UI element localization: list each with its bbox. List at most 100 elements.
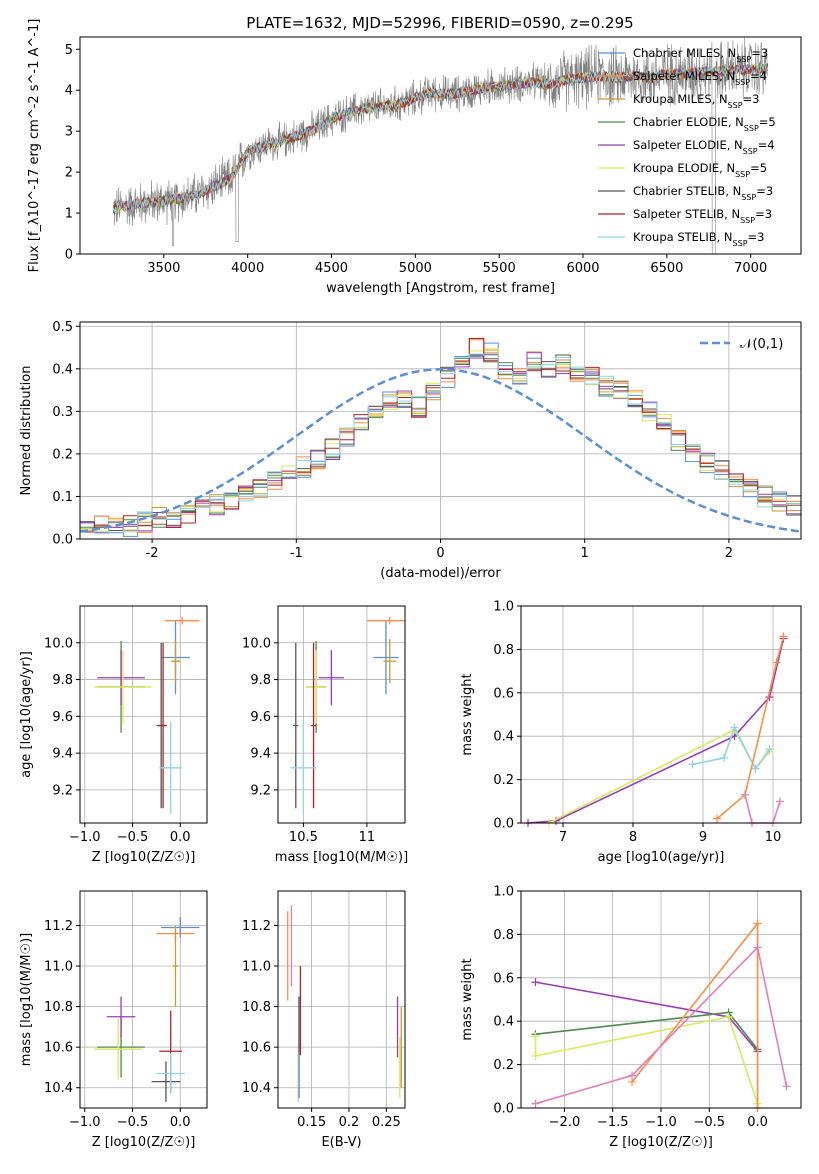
mass-weight-marker xyxy=(713,814,721,823)
mass-weight-line xyxy=(534,1015,759,1104)
y-tick-label: 11.0 xyxy=(242,960,271,975)
x-tick-label: −1.5 xyxy=(597,1115,629,1130)
mass-weight-marker xyxy=(720,753,728,762)
x-axis-label: Z [log10(Z/Z☉)] xyxy=(92,1135,196,1150)
x-tick-label: 6000 xyxy=(566,261,599,276)
x-tick-label: 8 xyxy=(629,830,637,845)
y-tick-label: 0.3 xyxy=(52,405,73,420)
x-tick-label: 0.2 xyxy=(339,1115,360,1130)
mass-weight-marker xyxy=(753,943,762,952)
residuals-panel: -2 -1 0 1 2 0.0 0.1 0.2 0.3 0.4 0.5 (data-model)/er… xyxy=(19,320,802,581)
y-tick-label: 2 xyxy=(65,166,73,181)
axes-frame xyxy=(79,36,802,255)
mass-weight-marker xyxy=(628,1071,637,1080)
y-tick-label: 1.0 xyxy=(493,600,514,615)
y-tick-label: 0.0 xyxy=(493,1102,514,1117)
x-tick-label: 10 xyxy=(765,830,782,845)
x-tick-label: 2 xyxy=(725,546,733,561)
y-tick-label: 4 xyxy=(65,84,73,99)
y-tick-label: 10.4 xyxy=(242,1081,271,1096)
x-tick-label: 0 xyxy=(436,546,444,561)
y-axis-label: Normed distribution xyxy=(19,366,34,496)
x-tick-label: 0.0 xyxy=(170,1115,191,1130)
axes-frame xyxy=(277,890,406,1109)
x-tick-label: -2 xyxy=(146,546,159,561)
mass-weight-marker xyxy=(688,760,697,769)
axes-frame xyxy=(79,321,802,540)
x-tick-label: −0.5 xyxy=(117,1115,149,1130)
mass_vs_ebv-panel: 0.15 0.2 0.25 10.4 10.6 10.8 11.0 11.2 E(B-V) xyxy=(242,890,406,1150)
x-tick-label: 4000 xyxy=(231,261,264,276)
y-tick-label: 0.8 xyxy=(493,643,514,658)
y-tick-label: 9.6 xyxy=(52,710,73,725)
model-spectrum-line xyxy=(113,62,768,214)
mass-weight-marker xyxy=(776,797,784,806)
y-tick-label: 10.0 xyxy=(44,636,73,651)
y-tick-label: 11.2 xyxy=(44,919,73,934)
mass-weight-marker xyxy=(724,1012,733,1021)
y-tick-label: 10.4 xyxy=(44,1081,73,1096)
x-tick-label: 10.5 xyxy=(289,830,318,845)
y-tick-label: 0.2 xyxy=(493,773,514,788)
x-axis-label: E(B-V) xyxy=(321,1135,361,1150)
mass-weight-marker xyxy=(753,919,762,928)
x-axis-label: Z [log10(Z/Z☉)] xyxy=(609,1135,713,1150)
y-tick-label: 1.0 xyxy=(493,885,514,900)
mass-weight-marker xyxy=(531,978,540,987)
legend-label: Chabrier MILES, NSSP=3 xyxy=(633,46,768,64)
y-tick-label: 0.4 xyxy=(493,730,514,745)
y-tick-label: 9.4 xyxy=(250,747,271,762)
x-tick-label: 5500 xyxy=(483,261,516,276)
x-tick-label: 11 xyxy=(359,830,376,845)
mass-weight-line xyxy=(535,945,788,1105)
x-tick-label: 5000 xyxy=(399,261,432,276)
axes-frame xyxy=(79,605,208,824)
y-tick-label: 9.4 xyxy=(52,747,73,762)
x-tick-label: −1.0 xyxy=(69,1115,101,1130)
x-tick-label: −0.5 xyxy=(693,1115,725,1130)
y-tick-label: 0.2 xyxy=(52,447,73,462)
mass-weight-marker xyxy=(779,632,788,641)
gaussian-curve xyxy=(79,368,802,533)
y-axis-label: age [log10(age/yr)] xyxy=(19,651,34,778)
mass-weight-line xyxy=(535,981,759,1053)
y-tick-label: 9.2 xyxy=(250,783,271,798)
observed-spectrum-line xyxy=(113,37,768,254)
mass-weight-marker xyxy=(531,1032,540,1041)
x-tick-label: −1.0 xyxy=(69,830,101,845)
x-tick-label: −1.0 xyxy=(645,1115,677,1130)
x-tick-label: 0.0 xyxy=(747,1115,768,1130)
axes-frame xyxy=(277,605,406,824)
mass-weight-marker xyxy=(751,764,760,773)
mass-weight-line xyxy=(716,636,785,820)
x-tick-label: 4500 xyxy=(315,261,348,276)
legend-label: Salpeter ELODIE, NSSP=4 xyxy=(633,138,775,156)
axes-frame xyxy=(520,890,802,1109)
y-tick-label: 0.5 xyxy=(52,320,73,335)
y-tick-label: 0.8 xyxy=(493,928,514,943)
y-axis-label: mass [log10(M/M☉)] xyxy=(19,933,34,1066)
mass_weight_vs_age-panel: 7 8 9 10 0.0 0.2 0.4 0.6 0.8 1.0 age [log10(age/yr… xyxy=(460,600,802,865)
x-tick-label: 0.25 xyxy=(372,1115,401,1130)
x-tick-label: 9 xyxy=(699,830,707,845)
y-tick-label: 0.2 xyxy=(493,1058,514,1073)
y-tick-label: 11.0 xyxy=(44,960,73,975)
mass-weight-marker xyxy=(531,1099,540,1108)
y-tick-label: 10.6 xyxy=(44,1041,73,1056)
x-axis-label: (data-model)/error xyxy=(380,566,501,581)
y-tick-label: 0.0 xyxy=(493,817,514,832)
mass-weight-marker xyxy=(765,745,774,754)
mass-weight-line xyxy=(692,725,771,771)
x-tick-label: 7 xyxy=(559,830,567,845)
x-tick-label: 0.15 xyxy=(297,1115,326,1130)
y-tick-label: 1 xyxy=(65,207,73,222)
y-tick-label: 9.2 xyxy=(52,783,73,798)
y-tick-label: 0.1 xyxy=(52,490,73,505)
legend-label: Salpeter MILES, NSSP=4 xyxy=(633,69,767,87)
y-axis-label: mass weight xyxy=(460,958,475,1040)
figure-title: PLATE=1632, MJD=52996, FIBERID=0590, z=0… xyxy=(246,14,633,32)
legend-label: Chabrier ELODIE, NSSP=5 xyxy=(633,115,776,133)
x-tick-label: 0.0 xyxy=(170,830,191,845)
y-tick-label: 11.2 xyxy=(242,919,271,934)
